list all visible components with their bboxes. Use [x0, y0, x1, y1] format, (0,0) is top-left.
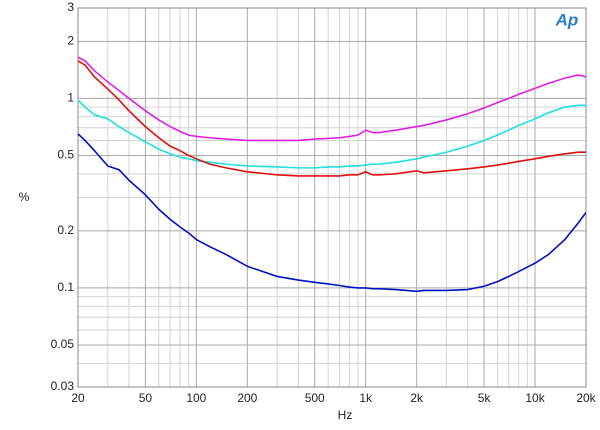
y-tick-label: 1: [67, 91, 74, 105]
x-tick-label: 500: [305, 391, 325, 405]
x-tick-label: 50: [139, 391, 153, 405]
x-tick-label: 10k: [525, 391, 545, 405]
x-axis-label: Hz: [338, 408, 353, 422]
x-tick-label: 2k: [410, 391, 424, 405]
y-tick-label: 0.5: [57, 148, 74, 162]
x-tick-label: 100: [186, 391, 206, 405]
y-tick-label: 3: [67, 0, 74, 14]
y-axis-label: %: [19, 190, 30, 204]
series-line: [77, 56, 587, 142]
x-tick-label: 5k: [478, 391, 492, 405]
logo: Ap: [555, 10, 579, 29]
x-tick-label: 20: [71, 391, 85, 405]
series-line: [77, 133, 587, 293]
x-tick-label: 200: [237, 391, 257, 405]
y-tick-label: 2: [67, 34, 74, 48]
plot-frame: [77, 7, 587, 388]
y-tick-label: 0.05: [51, 337, 75, 351]
series-line: [77, 60, 586, 177]
y-tick-label: 0.1: [57, 280, 74, 294]
x-tick-label: 1k: [359, 391, 373, 405]
y-tick-label: 0.2: [57, 223, 74, 237]
series-line: [77, 99, 586, 169]
y-tick-label: 0.03: [51, 379, 75, 393]
x-tick-label: 20k: [576, 391, 596, 405]
